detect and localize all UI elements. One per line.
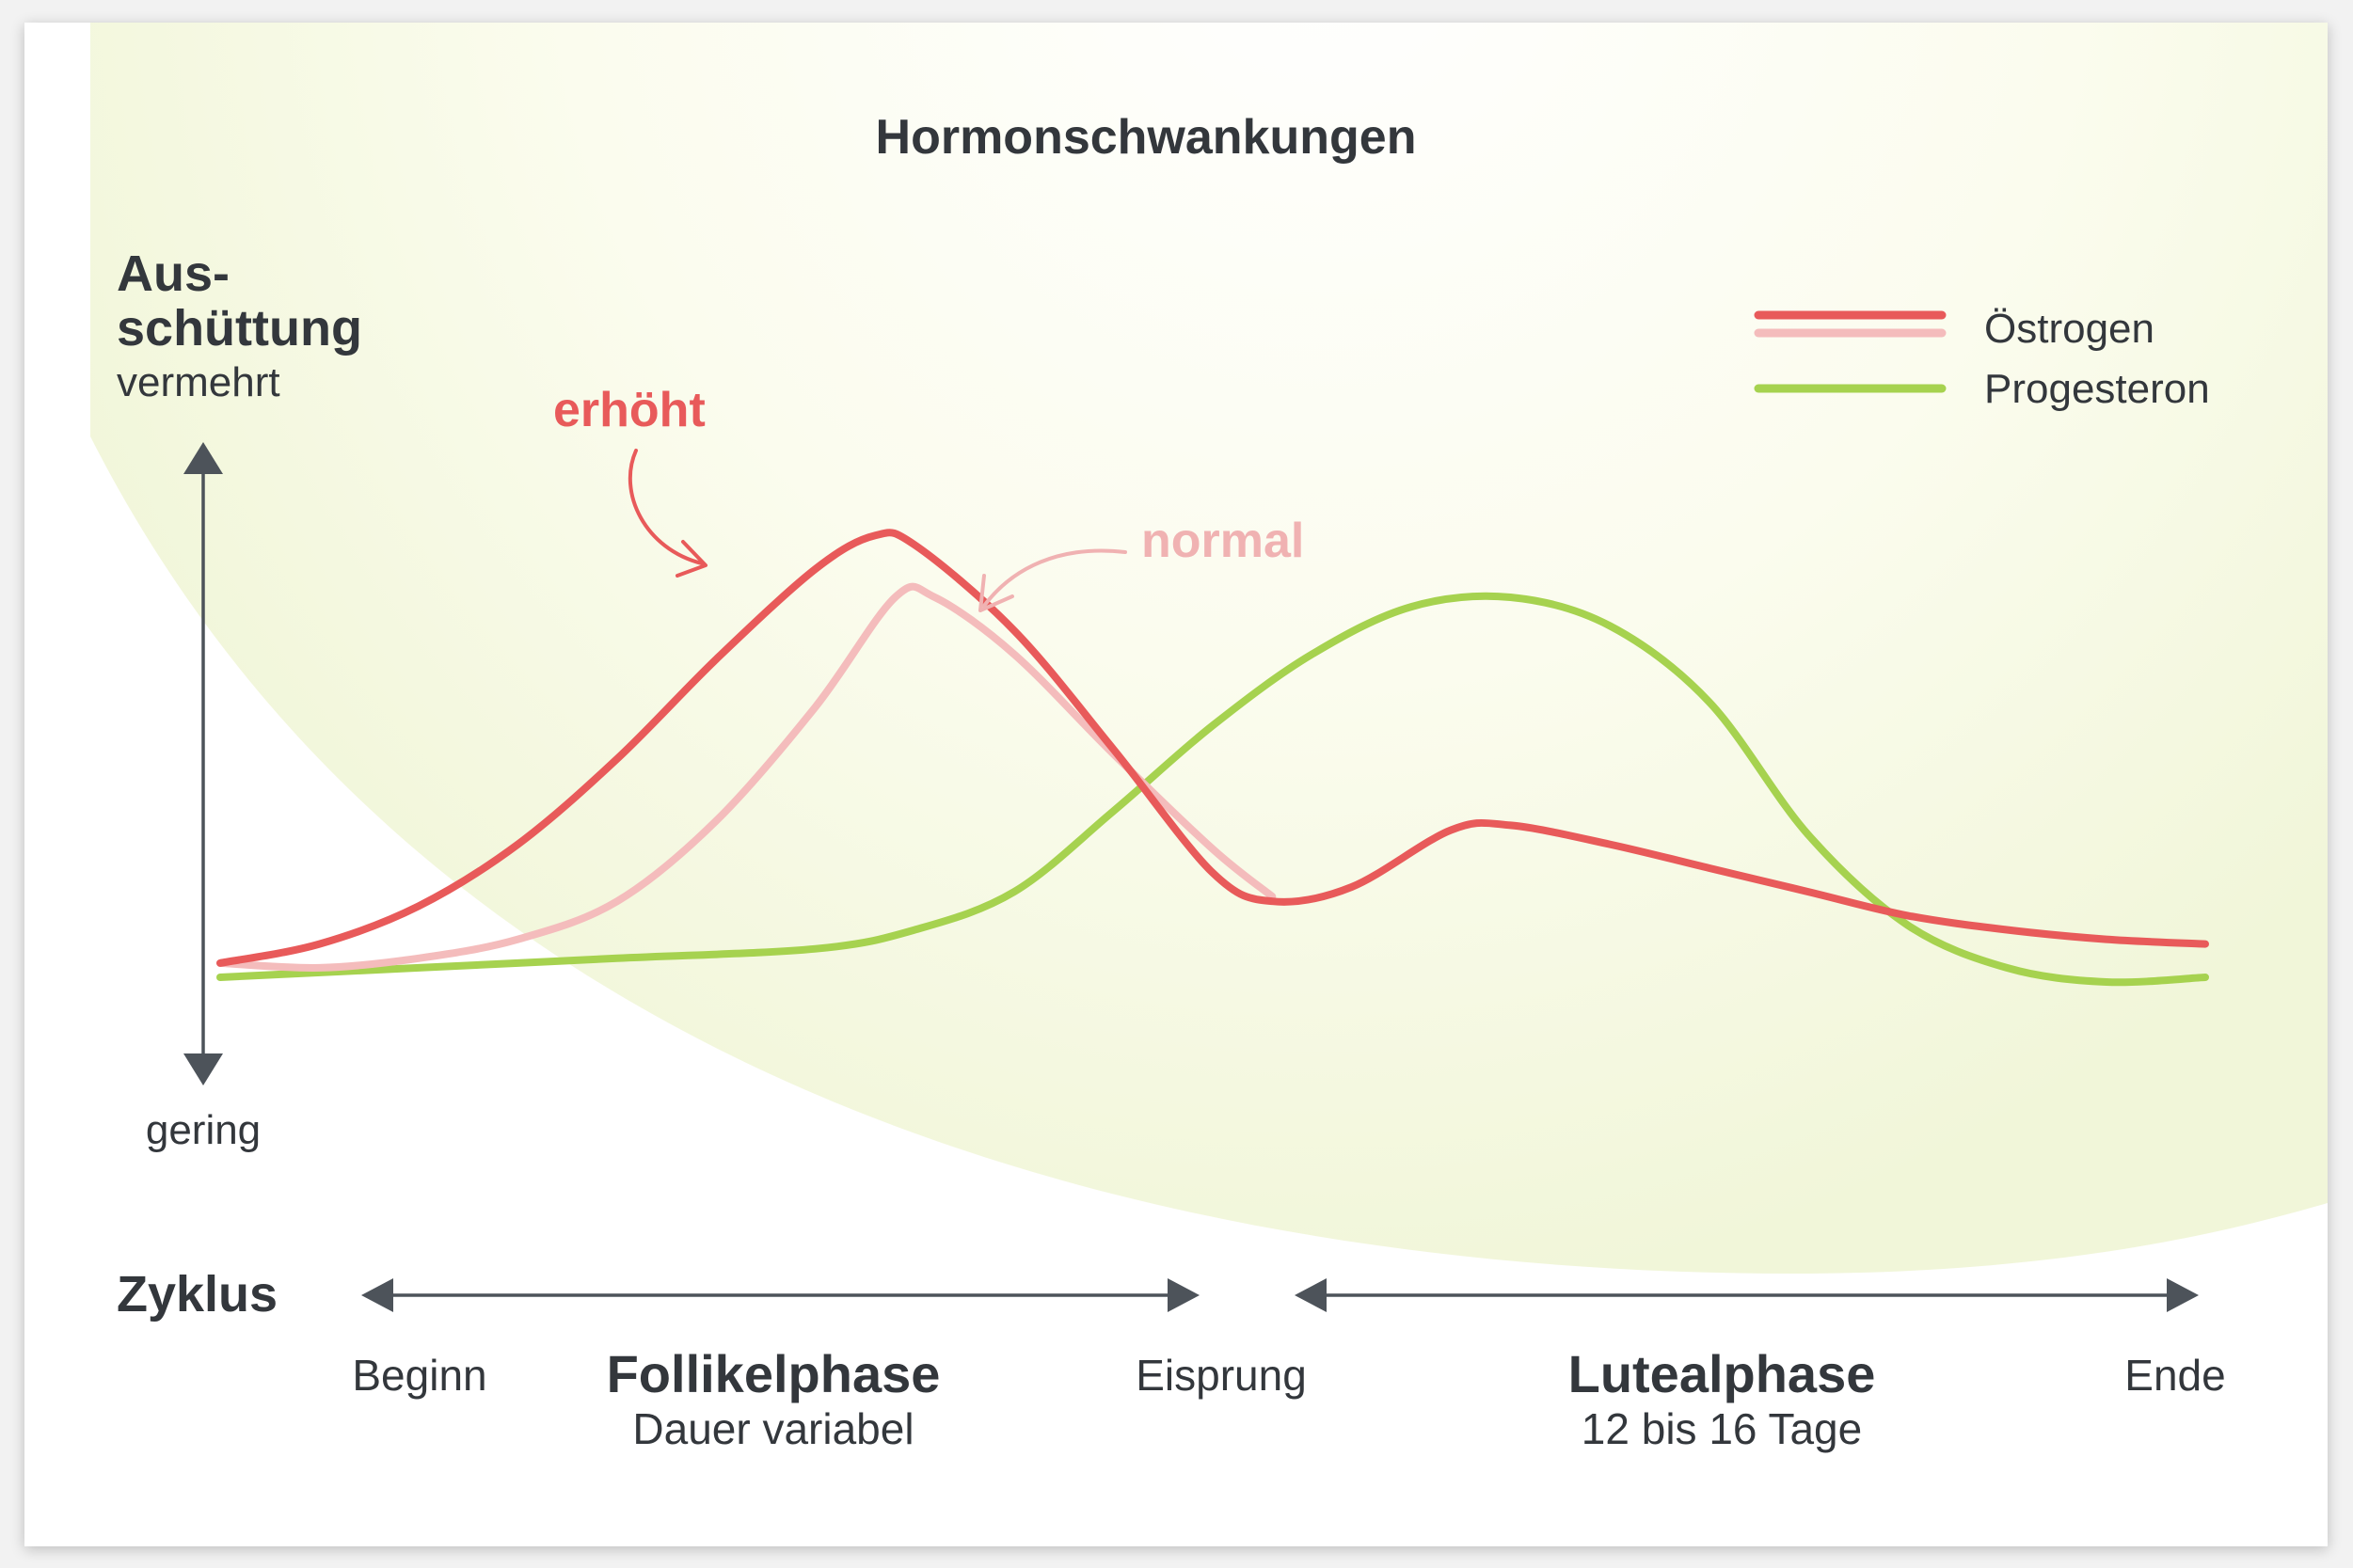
- x-tick-beginn: Beginn: [352, 1351, 486, 1400]
- phase-arrow-luteal: [1295, 1278, 2199, 1312]
- y-axis-low-label: gering: [146, 1107, 261, 1153]
- annotation-erhoeht-arrow: [628, 449, 704, 565]
- legend: Östrogen Progesteron: [1754, 306, 2210, 412]
- annotation-erhoeht-arrowhead: [676, 540, 707, 578]
- annotation-erhoeht: erhöht: [553, 383, 707, 578]
- y-axis-label-line1: Aus-: [117, 245, 230, 302]
- chart-card: Hormonschwankungen Aus- schüttung vermeh…: [24, 23, 2328, 1546]
- x-tick-eisprung: Eisprung: [1136, 1351, 1307, 1400]
- annotation-normal: normal: [978, 514, 1304, 612]
- hormone-chart: Hormonschwankungen Aus- schüttung vermeh…: [90, 23, 2328, 1453]
- background-glow: [90, 23, 2328, 1274]
- y-axis-high-label: vermehrt: [117, 359, 280, 405]
- annotation-erhoeht-label: erhöht: [553, 383, 706, 437]
- phase-duration-luteal: 12 bis 16 Tage: [1582, 1404, 1862, 1453]
- legend-label-progesteron: Progesteron: [1984, 366, 2210, 412]
- annotation-normal-label: normal: [1141, 514, 1304, 568]
- phase-name-luteal: Lutealphase: [1568, 1344, 1876, 1403]
- x-tick-ende: Ende: [2124, 1351, 2225, 1400]
- series-layer: [216, 529, 2209, 987]
- annotation-normal-arrow: [982, 548, 1127, 608]
- chart-title: Hormonschwankungen: [876, 110, 1417, 165]
- x-axis-label: Zyklus: [117, 1266, 278, 1323]
- y-axis-label-line2: schüttung: [117, 300, 362, 356]
- phase-duration-follikel: Dauer variabel: [632, 1404, 914, 1453]
- phase-name-follikel: Follikelphase: [607, 1344, 941, 1403]
- series-line-oestrogen-erhoeht: [216, 529, 2209, 967]
- legend-label-oestrogen: Östrogen: [1984, 306, 2154, 352]
- series-line-progesteron: [216, 592, 2209, 987]
- y-axis-arrow: [183, 442, 223, 1085]
- annotation-normal-arrowhead: [978, 574, 1014, 612]
- phase-arrow-follikel: [361, 1278, 1200, 1312]
